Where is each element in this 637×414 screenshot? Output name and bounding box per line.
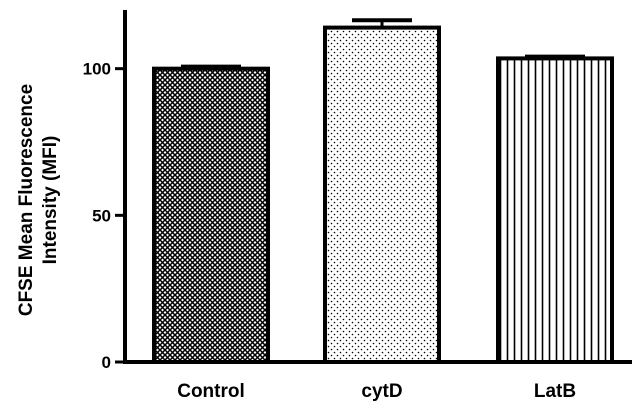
y-axis-ticks: 0 50 100 xyxy=(83,60,125,372)
x-axis-labels: Control cytD LatB xyxy=(177,381,576,402)
y-tick-label-0: 0 xyxy=(102,353,111,372)
bar-control xyxy=(152,66,270,365)
y-axis-title-line-2: Intensity (MFI) xyxy=(40,136,61,265)
bar-latb xyxy=(496,56,614,365)
y-tick-label-50: 50 xyxy=(92,206,111,225)
bars xyxy=(152,25,614,365)
x-tick-label-control: Control xyxy=(177,381,245,402)
error-bars xyxy=(181,18,585,69)
x-tick-label-cytd: cytD xyxy=(361,381,402,402)
y-axis-title-line-1: CFSE Mean Fluorescence xyxy=(16,84,37,316)
bar-cytd xyxy=(323,25,441,364)
x-tick-label-latb: LatB xyxy=(534,381,576,402)
y-axis-title: CFSE Mean Fluorescence Intensity (MFI) xyxy=(16,84,61,316)
y-tick-label-100: 100 xyxy=(83,60,111,79)
